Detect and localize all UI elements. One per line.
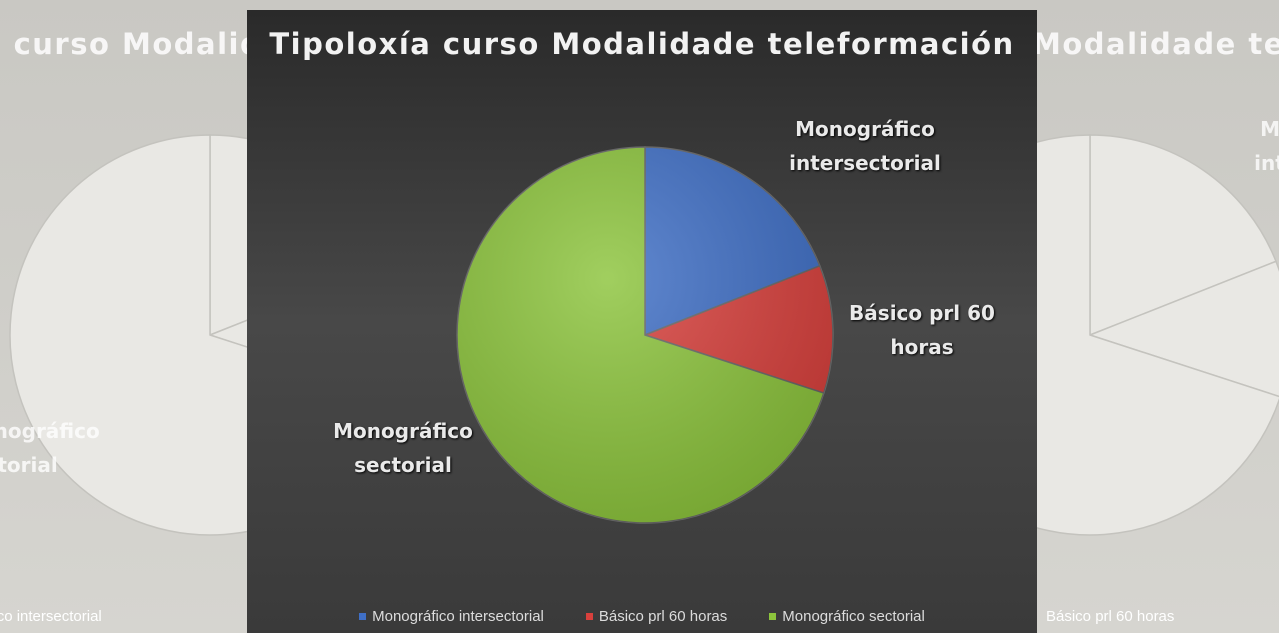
legend-item: Monográfico sectorial (769, 608, 925, 625)
ghost-chart-left: Tipoloxía curso Modalidade teleformación (0, 27, 585, 536)
ghost-slice (207, 319, 247, 348)
ghost-slice (9, 134, 247, 536)
ghost-title: Tipoloxía curso Modalidade teleformación (0, 27, 585, 61)
legend-swatch (359, 613, 367, 620)
ghost-slice (1089, 134, 1277, 337)
ghost-legend-item: Básico prl 60 horas (1046, 608, 1175, 625)
legend-swatch (585, 613, 593, 620)
legend-swatch (769, 613, 777, 620)
slice-label: Monográfico sectorial (333, 419, 473, 477)
legend-label: Básico prl 60 horas (598, 608, 728, 625)
chart-title: Tipoloxía curso Modalidade teleformación (269, 27, 1014, 61)
slice-label: Básico prl 60 horas (849, 301, 995, 359)
legend-label: Monográfico intersectorial (372, 608, 544, 625)
ghost-slice (1037, 134, 1279, 536)
slice-label: Monográfico intersectorial (789, 117, 941, 175)
ghost-slice-label: Monográfico sectorial (0, 419, 100, 477)
legend-label: Monográfico sectorial (782, 608, 925, 625)
legend-item: Monográfico intersectorial (359, 608, 544, 625)
ghost-legend-item: Monográfico intersectorial (0, 608, 102, 625)
legend-item: Básico prl 60 horas (585, 608, 728, 625)
ghost-title: Tipoloxía curso Modalidade teleformación (750, 27, 1279, 61)
legend: Monográfico intersectorial Básico prl 60 … (247, 608, 1037, 625)
ghost-slice-label: Monográfico intersectorial (1254, 117, 1279, 175)
ghost-slice (209, 134, 247, 337)
